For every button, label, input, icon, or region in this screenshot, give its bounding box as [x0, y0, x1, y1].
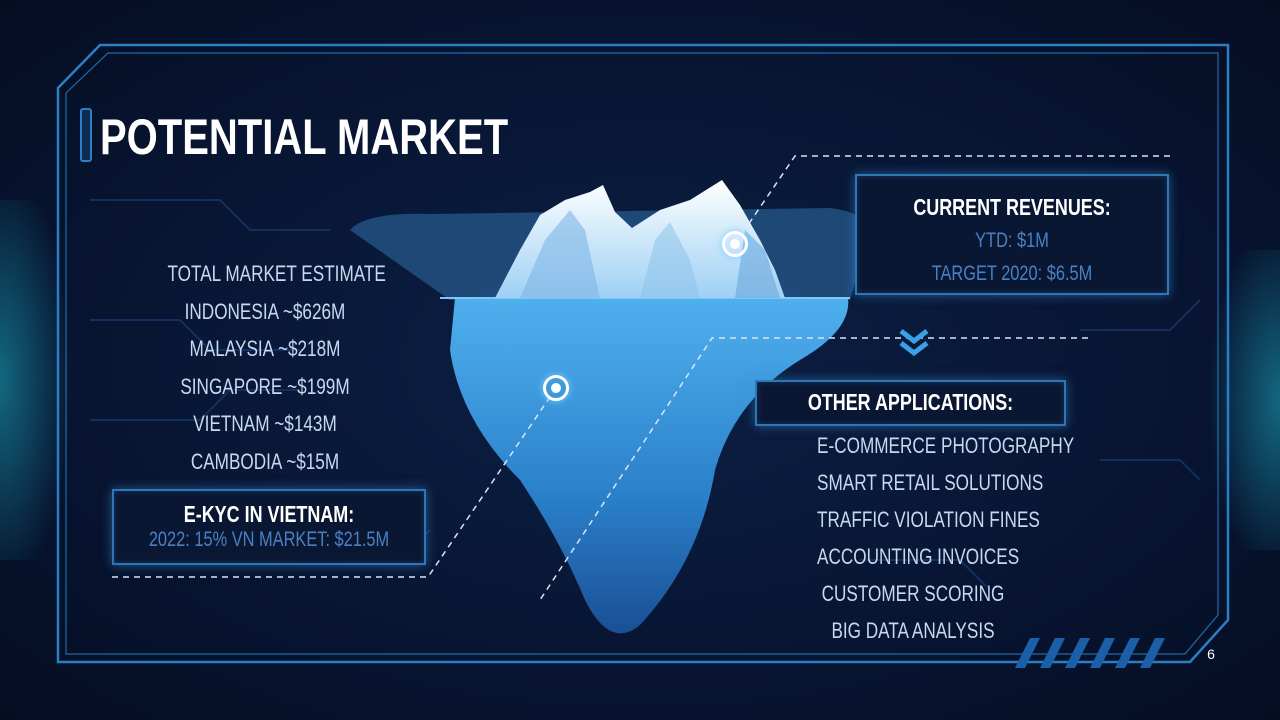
application-item: E-commerce photography [817, 433, 1075, 458]
pin-icon [543, 375, 569, 401]
revenue-target: Target 2020: $6.5M [931, 262, 1093, 285]
market-estimate-list: Total market estimate Indonesia ~$626M M… [140, 258, 390, 483]
application-item: Big data analysis [831, 618, 995, 643]
application-item: Accounting invoices [817, 544, 1020, 569]
application-item: Customer scoring [821, 581, 1005, 606]
chevron-down-icon [899, 329, 929, 357]
market-list-item: Total market estimate [167, 261, 386, 286]
application-item: Smart retail solutions [817, 470, 1044, 495]
ekyc-box: E-KYC in Vietnam: 2022: 15% VN market: $… [112, 489, 426, 565]
revenue-heading: Current revenues: [913, 194, 1111, 220]
market-list-item: Vietnam ~$143M [193, 411, 337, 436]
applications-box: Other Applications: [755, 380, 1066, 426]
dashed-connectors [112, 155, 1170, 601]
market-list-item: Malaysia ~$218M [189, 336, 341, 361]
frame-hatch [1015, 638, 1165, 668]
market-list-item: Singapore ~$199M [180, 373, 350, 399]
application-item: Traffic violation fines [817, 507, 1040, 532]
pin-icon [722, 231, 748, 257]
ekyc-detail: 2022: 15% VN market: $21.5M [148, 528, 390, 551]
ekyc-heading: E-KYC in Vietnam: [183, 501, 355, 527]
market-list-item: Cambodia ~$15M [190, 448, 340, 474]
page-number: 6 [1207, 646, 1215, 662]
revenue-ytd: YTD: $1M [975, 229, 1049, 252]
title-accent-bar [80, 108, 92, 162]
market-list-item: Indonesia ~$626M [184, 298, 346, 324]
applications-list: E-commerce photography Smart retail solu… [790, 430, 1075, 652]
slide-title: Potential Market [100, 109, 509, 165]
applications-heading: Other Applications: [807, 389, 1014, 415]
frame [56, 43, 1230, 664]
revenue-box: Current revenues: YTD: $1M Target 2020: … [855, 174, 1169, 295]
